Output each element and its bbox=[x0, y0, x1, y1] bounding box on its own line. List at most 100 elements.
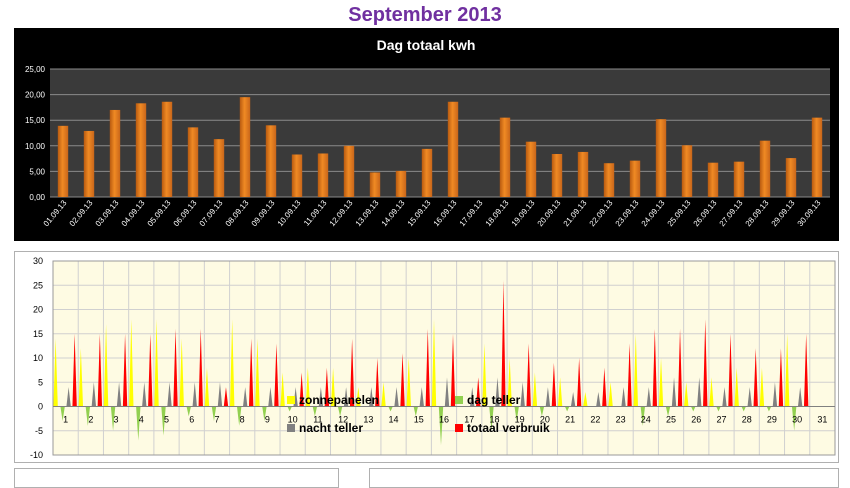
data-spike bbox=[356, 387, 361, 407]
x-tick-label: 16 bbox=[439, 415, 449, 425]
data-spike bbox=[476, 377, 481, 407]
data-spike bbox=[248, 338, 254, 407]
data-spike bbox=[400, 353, 405, 407]
data-spike bbox=[431, 319, 437, 407]
bar bbox=[733, 161, 745, 197]
x-tick-label: 29 bbox=[767, 415, 777, 425]
x-tick-label: 12 bbox=[338, 415, 348, 425]
x-tick-label: 21 bbox=[565, 415, 575, 425]
data-spike bbox=[122, 333, 128, 407]
x-tick-label: 12.09.13 bbox=[328, 198, 355, 228]
legend-swatch bbox=[455, 424, 463, 432]
x-tick-label: 9 bbox=[265, 415, 270, 425]
y-tick-label: 30 bbox=[33, 256, 43, 266]
x-tick-label: 22.09.13 bbox=[588, 198, 615, 228]
x-tick-label: 18.09.13 bbox=[484, 198, 511, 228]
x-tick-label: 25 bbox=[666, 415, 676, 425]
bar bbox=[421, 148, 433, 197]
data-spike bbox=[262, 406, 267, 422]
data-spike bbox=[753, 348, 758, 407]
data-spike bbox=[557, 377, 563, 407]
data-spike bbox=[204, 367, 210, 407]
x-tick-label: 15 bbox=[414, 415, 424, 425]
data-spike bbox=[671, 377, 677, 407]
data-spike bbox=[161, 406, 166, 436]
x-tick-label: 3 bbox=[114, 415, 119, 425]
data-spike bbox=[129, 319, 134, 407]
data-spike bbox=[570, 391, 576, 407]
bar bbox=[447, 101, 459, 197]
data-spike bbox=[148, 333, 153, 407]
x-tick-label: 24 bbox=[641, 415, 651, 425]
x-tick-label: 30.09.13 bbox=[796, 198, 823, 228]
data-spike bbox=[665, 406, 671, 417]
data-spike bbox=[797, 387, 803, 407]
bar bbox=[811, 117, 823, 197]
y-tick-label: 0 bbox=[38, 402, 43, 412]
legend-label: dag teller bbox=[467, 393, 521, 407]
data-spike bbox=[697, 377, 702, 407]
data-spike bbox=[602, 367, 607, 407]
data-spike bbox=[772, 382, 778, 407]
data-spike bbox=[78, 348, 84, 407]
data-spike bbox=[85, 406, 91, 426]
data-spike bbox=[444, 377, 450, 407]
x-tick-label: 2 bbox=[88, 415, 93, 425]
data-spike bbox=[677, 328, 683, 407]
bar bbox=[759, 140, 771, 197]
data-spike bbox=[501, 280, 506, 407]
bar bbox=[499, 117, 511, 197]
data-spike bbox=[179, 338, 184, 407]
data-spike bbox=[495, 377, 500, 407]
data-spike bbox=[482, 343, 487, 407]
y-tick-label: 10,00 bbox=[25, 142, 46, 151]
x-tick-label: 7 bbox=[214, 415, 219, 425]
data-spike bbox=[394, 387, 399, 407]
legend-swatch bbox=[287, 424, 295, 432]
y-tick-label: 25 bbox=[33, 280, 43, 290]
data-spike bbox=[318, 387, 324, 407]
x-tick-label: 02.09.13 bbox=[68, 198, 95, 228]
data-spike bbox=[539, 406, 545, 417]
bar bbox=[83, 130, 95, 197]
x-tick-label: 21.09.13 bbox=[562, 198, 589, 228]
data-spike bbox=[551, 362, 557, 407]
bar bbox=[135, 103, 147, 197]
bar bbox=[161, 101, 173, 197]
x-tick-label: 11.09.13 bbox=[302, 198, 329, 228]
data-spike bbox=[413, 406, 418, 417]
bar bbox=[785, 158, 797, 197]
data-spike bbox=[217, 382, 223, 407]
x-tick-label: 20.09.13 bbox=[536, 198, 563, 228]
data-spike bbox=[280, 372, 285, 407]
bar bbox=[109, 109, 121, 197]
bar bbox=[525, 141, 537, 197]
data-spike bbox=[489, 406, 494, 431]
x-tick-label: 8 bbox=[240, 415, 245, 425]
data-spike bbox=[116, 382, 122, 407]
data-spike bbox=[287, 406, 292, 412]
data-spike bbox=[198, 328, 203, 407]
bottom-left-panel bbox=[14, 468, 339, 488]
x-tick-label: 23 bbox=[616, 415, 626, 425]
data-spike bbox=[766, 406, 772, 412]
plot-area bbox=[50, 69, 830, 197]
data-spike bbox=[192, 382, 197, 407]
x-tick-label: 5 bbox=[164, 415, 169, 425]
data-spike bbox=[784, 333, 790, 407]
meter-readings-chart: -10 -5 0 5 10 15 20 25 30 1 2 3 4 5 6 7 8 9 10 11 12 13 14 15 16… bbox=[14, 251, 839, 463]
bar bbox=[551, 153, 563, 197]
data-spike bbox=[596, 391, 601, 407]
y-tick-label: -5 bbox=[35, 426, 43, 436]
data-spike bbox=[640, 406, 646, 426]
data-spike bbox=[520, 382, 525, 407]
data-spike bbox=[514, 406, 519, 422]
data-spike bbox=[97, 333, 103, 407]
bar bbox=[629, 160, 641, 197]
data-spike bbox=[658, 358, 664, 407]
data-spike bbox=[381, 382, 386, 407]
x-tick-label: 04.09.13 bbox=[120, 198, 147, 228]
data-spike bbox=[91, 382, 97, 407]
data-spike bbox=[268, 387, 273, 407]
